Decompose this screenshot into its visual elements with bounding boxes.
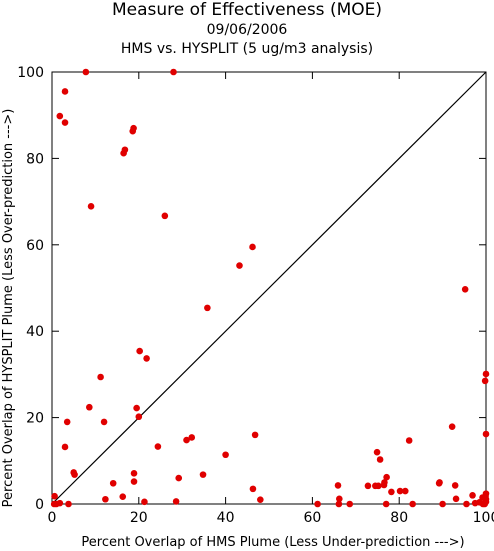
data-point	[396, 487, 404, 495]
data-point	[461, 285, 469, 293]
data-point	[136, 347, 143, 355]
y-axis-label: Percent Overlap of HYSPLIT Plume (Less O…	[1, 109, 16, 508]
data-point	[51, 492, 58, 500]
data-point	[50, 500, 58, 508]
x-tick-label: 0	[48, 510, 57, 526]
data-point	[401, 487, 409, 495]
chart-subtitle: HMS vs. HYSPLIT (5 ug/m3 analysis)	[120, 41, 374, 57]
data-point	[364, 482, 372, 490]
chart-title: Measure of Effectiveness (MOE)	[111, 0, 383, 20]
data-point	[65, 500, 72, 508]
data-point	[336, 495, 343, 503]
x-axis-label: Percent Overlap of HMS Plume (Less Under…	[81, 535, 464, 550]
data-point	[249, 243, 256, 251]
axes: 0 20 40 60 80 100 0 20 40 60 80 100	[17, 65, 494, 526]
data-point	[87, 203, 95, 210]
data-point	[380, 481, 388, 489]
data-point	[452, 495, 460, 503]
data-point	[482, 370, 490, 378]
data-point	[405, 437, 413, 444]
data-point	[129, 127, 137, 135]
data-point	[346, 500, 354, 508]
data-point	[382, 500, 390, 508]
x-tick-label: 60	[303, 510, 321, 526]
data-point	[56, 499, 64, 507]
data-point	[175, 474, 183, 482]
data-point	[435, 479, 443, 487]
data-point	[482, 430, 490, 438]
data-point	[481, 377, 489, 385]
data-point	[373, 448, 381, 456]
data-point	[188, 434, 196, 441]
data-point	[56, 112, 64, 120]
data-point	[251, 431, 259, 439]
data-point	[61, 88, 69, 95]
data-point	[451, 482, 459, 489]
data-point	[236, 262, 243, 269]
data-point	[383, 473, 390, 481]
data-point	[109, 479, 117, 487]
data-point	[63, 418, 71, 426]
x-tick-label: 80	[390, 510, 408, 526]
data-point	[471, 499, 479, 507]
data-point	[119, 493, 127, 500]
data-point	[448, 423, 456, 430]
y-tick-label: 40	[26, 324, 44, 340]
data-point	[372, 482, 379, 490]
data-point	[439, 500, 446, 508]
data-point	[204, 304, 211, 312]
data-point	[161, 212, 169, 220]
y-tick-label: 100	[17, 65, 44, 81]
data-point	[82, 68, 90, 76]
data-point	[154, 443, 162, 450]
data-points	[50, 68, 490, 508]
data-point	[334, 482, 342, 489]
data-point	[130, 470, 138, 477]
data-point	[463, 500, 470, 508]
data-point	[257, 496, 264, 503]
data-point	[71, 471, 78, 478]
chart-date: 09/06/2006	[206, 22, 288, 38]
data-point	[86, 403, 93, 411]
data-point	[97, 373, 104, 381]
data-point	[61, 119, 69, 126]
y-tick-label: 20	[26, 411, 44, 427]
plot-frame	[51, 71, 487, 505]
data-point	[335, 500, 343, 508]
data-point	[222, 451, 229, 459]
data-point	[143, 355, 150, 362]
x-tick-label: 20	[130, 510, 148, 526]
data-point	[130, 478, 138, 485]
data-point	[199, 471, 207, 478]
data-point	[133, 404, 140, 412]
data-point	[481, 500, 488, 508]
data-point	[183, 436, 190, 444]
data-point	[102, 495, 109, 503]
data-point	[409, 500, 416, 508]
data-point	[172, 498, 180, 505]
data-point	[170, 68, 177, 76]
y-tick-label: 0	[35, 497, 44, 513]
one-to-one-line	[51, 71, 487, 505]
data-point	[120, 149, 127, 157]
data-point	[376, 456, 384, 463]
data-point	[249, 485, 257, 493]
data-point	[469, 492, 476, 499]
data-point	[314, 500, 321, 508]
data-point	[135, 413, 143, 421]
data-point	[61, 443, 69, 451]
x-tick-label: 100	[473, 510, 494, 526]
y-tick-label: 80	[26, 151, 44, 167]
data-point	[141, 498, 148, 506]
y-tick-label: 60	[26, 238, 44, 254]
data-point	[100, 418, 108, 426]
x-tick-label: 40	[217, 510, 235, 526]
data-point	[388, 488, 395, 496]
